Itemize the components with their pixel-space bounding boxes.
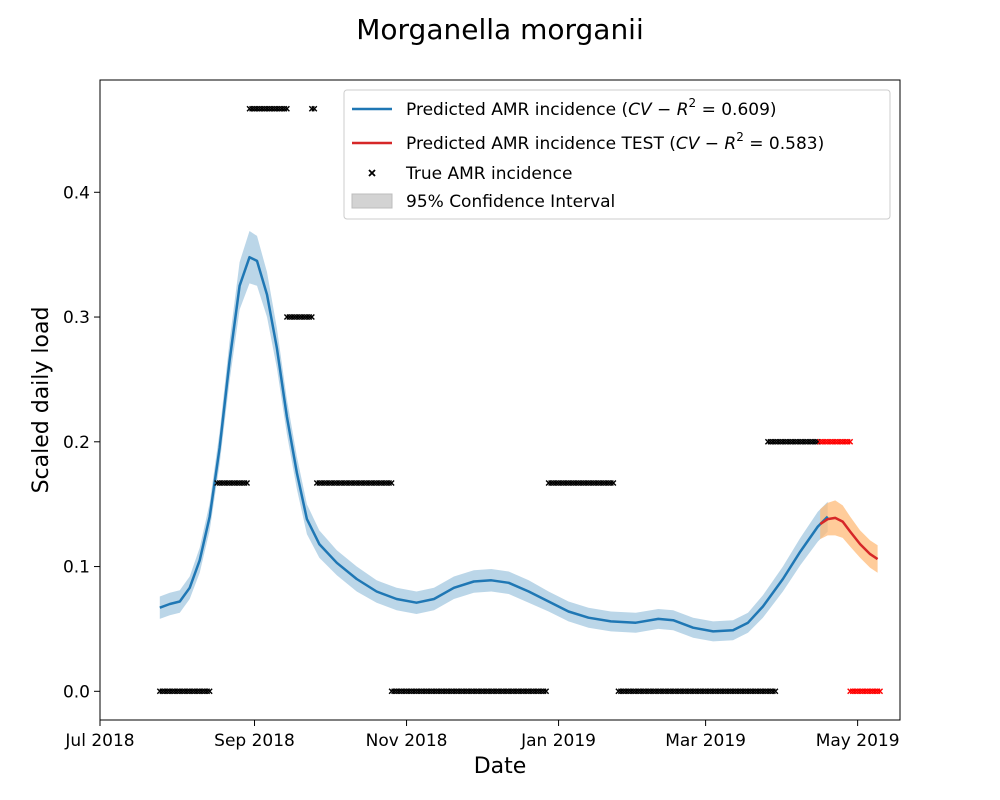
x-tick-label: Nov 2018 (366, 731, 448, 751)
legend-patch-swatch (351, 193, 393, 209)
legend-label: 95% Confidence Interval (406, 192, 615, 212)
y-tick-label: 0.2 (63, 433, 90, 453)
true-incidence-point (308, 314, 315, 321)
true-incidence-point (877, 688, 884, 695)
legend-entry: True AMR incidence (368, 164, 572, 184)
legend-box (343, 89, 891, 220)
y-tick-label: 0.0 (63, 682, 90, 702)
legend-label: Predicted AMR incidence (CV − R2 = 0.609… (406, 96, 777, 120)
x-axis-label: Date (474, 754, 527, 779)
legend-label-superscript: 2 (736, 130, 744, 144)
chart-title: Morganella morganii (356, 13, 644, 46)
legend-label-metric: CV − R (628, 100, 688, 120)
legend-label-prefix: Predicted AMR incidence TEST ( (406, 134, 676, 154)
legend-label-prefix: Predicted AMR incidence ( (406, 100, 628, 120)
legend-entry: Predicted AMR incidence (CV − R2 = 0.609… (352, 96, 777, 120)
series-line-test (819, 516, 879, 561)
x-tick-label: Jan 2019 (520, 731, 596, 751)
true-incidence-segment (847, 688, 884, 695)
true-incidence-segment (308, 105, 318, 112)
y-tick-label: 0.1 (63, 558, 90, 578)
true-incidence-point (847, 438, 854, 445)
true-incidence-segment (283, 314, 315, 321)
legend-marker-swatch (368, 169, 376, 177)
true-incidence-segment (313, 479, 395, 486)
true-incidence-segment (764, 438, 821, 445)
legend-label: Predicted AMR incidence TEST (CV − R2 = … (406, 130, 824, 154)
true-incidence-segment (615, 688, 779, 695)
true-incidence-point (610, 479, 617, 486)
true-incidence-segment (545, 479, 617, 486)
series-line-predicted (159, 255, 829, 633)
y-tick-label: 0.4 (63, 183, 90, 203)
x-tick-label: Mar 2019 (665, 731, 746, 751)
y-axis-ticks: 0.0 0.1 0.2 0.3 0.4 (63, 183, 100, 702)
true-incidence-segment (388, 688, 550, 695)
y-axis-label: Scaled daily load (29, 307, 54, 494)
legend-label-superscript: 2 (689, 96, 697, 110)
ci-band-predicted (159, 231, 828, 642)
ci-band-test (820, 500, 878, 573)
legend: Predicted AMR incidence (CV − R2 = 0.609… (343, 89, 891, 220)
true-incidence-point (244, 479, 251, 486)
true-incidence-point (388, 479, 395, 486)
axes-frame (99, 79, 901, 721)
true-incidence-point (543, 688, 550, 695)
legend-entry: 95% Confidence Interval (351, 192, 615, 212)
true-incidence-segment (156, 688, 213, 695)
legend-label-suffix: = 0.583) (744, 134, 824, 154)
true-incidence-point (772, 688, 779, 695)
true-incidence-segment (246, 105, 290, 112)
x-tick-label: May 2019 (816, 731, 900, 751)
true-incidence-point (283, 105, 290, 112)
plot-area (156, 105, 884, 695)
true-incidence-segment (817, 438, 854, 445)
true-incidence-point (206, 688, 213, 695)
y-tick-label: 0.3 (63, 308, 90, 328)
true-incidence-point (311, 105, 318, 112)
legend-label-suffix: = 0.609) (696, 100, 776, 120)
legend-label-metric: CV − R (676, 134, 736, 154)
legend-entry: Predicted AMR incidence TEST (CV − R2 = … (352, 130, 824, 154)
x-axis-ticks: Jul 2018 Sep 2018 Nov 2018 Jan 2019 Mar 2019… (64, 720, 900, 751)
legend-label: True AMR incidence (405, 164, 572, 184)
x-tick-label: Jul 2018 (64, 731, 134, 751)
x-tick-label: Sep 2018 (214, 731, 295, 751)
true-incidence-segment (214, 479, 251, 486)
